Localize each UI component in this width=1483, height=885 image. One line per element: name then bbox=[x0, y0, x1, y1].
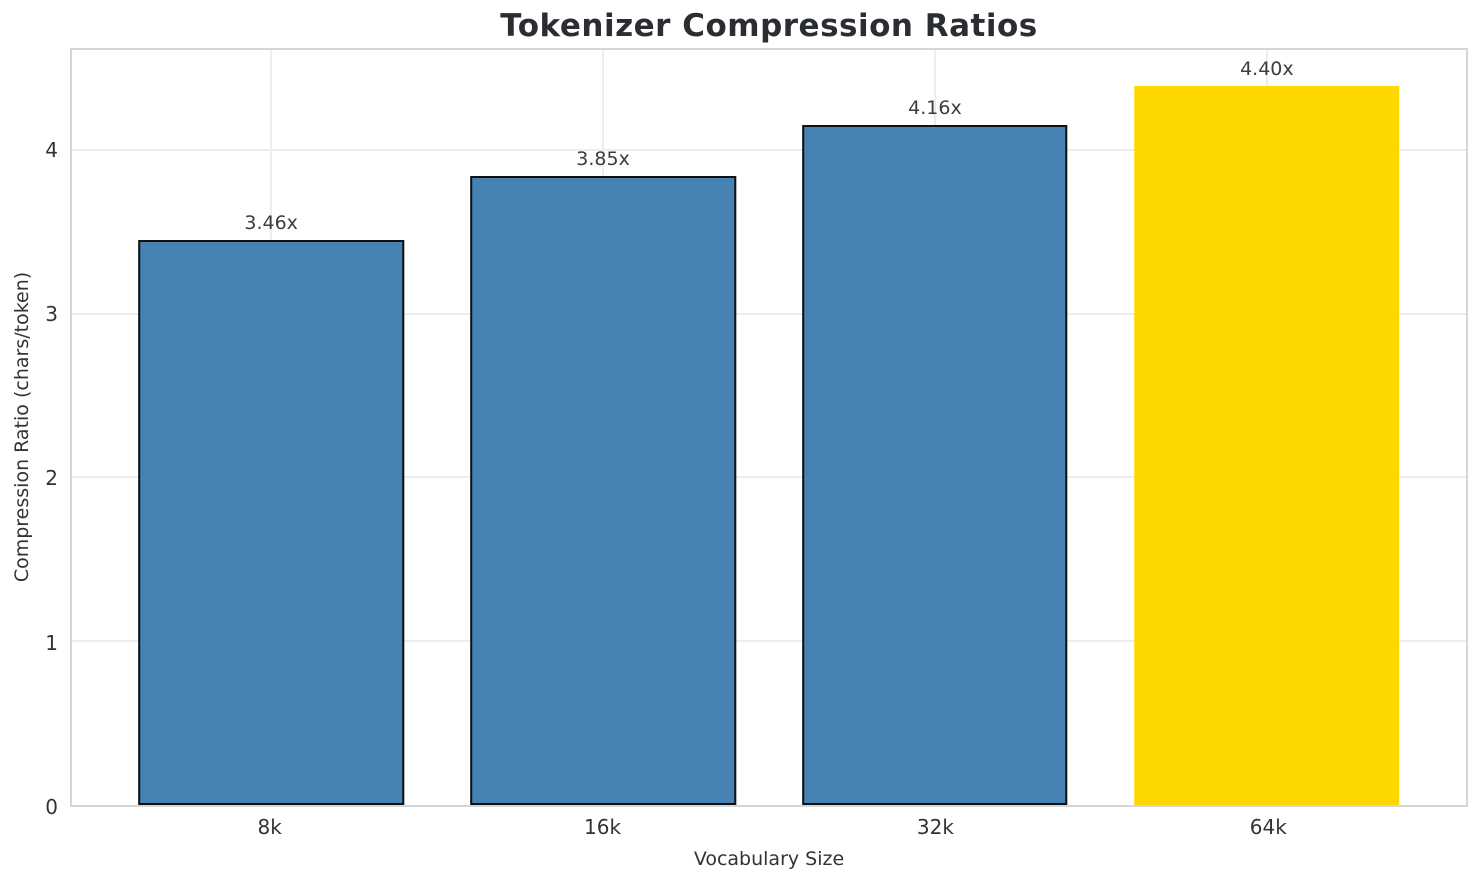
x-tick-label-8k: 8k bbox=[257, 815, 282, 839]
bar-value-label-16k: 3.85x bbox=[576, 147, 630, 170]
gridline-y-1 bbox=[72, 639, 1466, 642]
gridline-y-3 bbox=[72, 312, 1466, 315]
chart-title: Tokenizer Compression Ratios bbox=[500, 8, 1038, 44]
y-tick-label-0: 0 bbox=[45, 795, 58, 819]
x-axis-tick-labels: 8k 16k 32k 64k bbox=[70, 815, 1468, 843]
bar-32k bbox=[802, 125, 1068, 805]
bar-value-label-64k: 4.40x bbox=[1240, 57, 1294, 80]
x-axis-label: Vocabulary Size bbox=[693, 848, 845, 870]
bar-value-label-32k: 4.16x bbox=[908, 97, 962, 120]
bar-8k bbox=[138, 239, 404, 805]
gridline-y-4 bbox=[72, 149, 1466, 152]
y-tick-label-2: 2 bbox=[45, 466, 58, 491]
x-tick-label-64k: 64k bbox=[1249, 815, 1287, 839]
plot-area: 3.46x 3.85x 4.16x 4.40x bbox=[70, 48, 1468, 807]
gridline-y-2 bbox=[72, 476, 1466, 479]
bar-value-label-8k: 3.46x bbox=[244, 211, 298, 234]
y-axis-tick-labels: 0 1 2 3 4 bbox=[0, 48, 58, 819]
bar-64k bbox=[1134, 85, 1400, 805]
x-tick-label-32k: 32k bbox=[916, 815, 954, 839]
y-tick-label-3: 3 bbox=[45, 302, 58, 327]
y-tick-label-1: 1 bbox=[45, 630, 58, 655]
bar-16k bbox=[470, 175, 736, 805]
x-tick-label-16k: 16k bbox=[584, 815, 622, 839]
y-tick-label-4: 4 bbox=[45, 137, 58, 162]
